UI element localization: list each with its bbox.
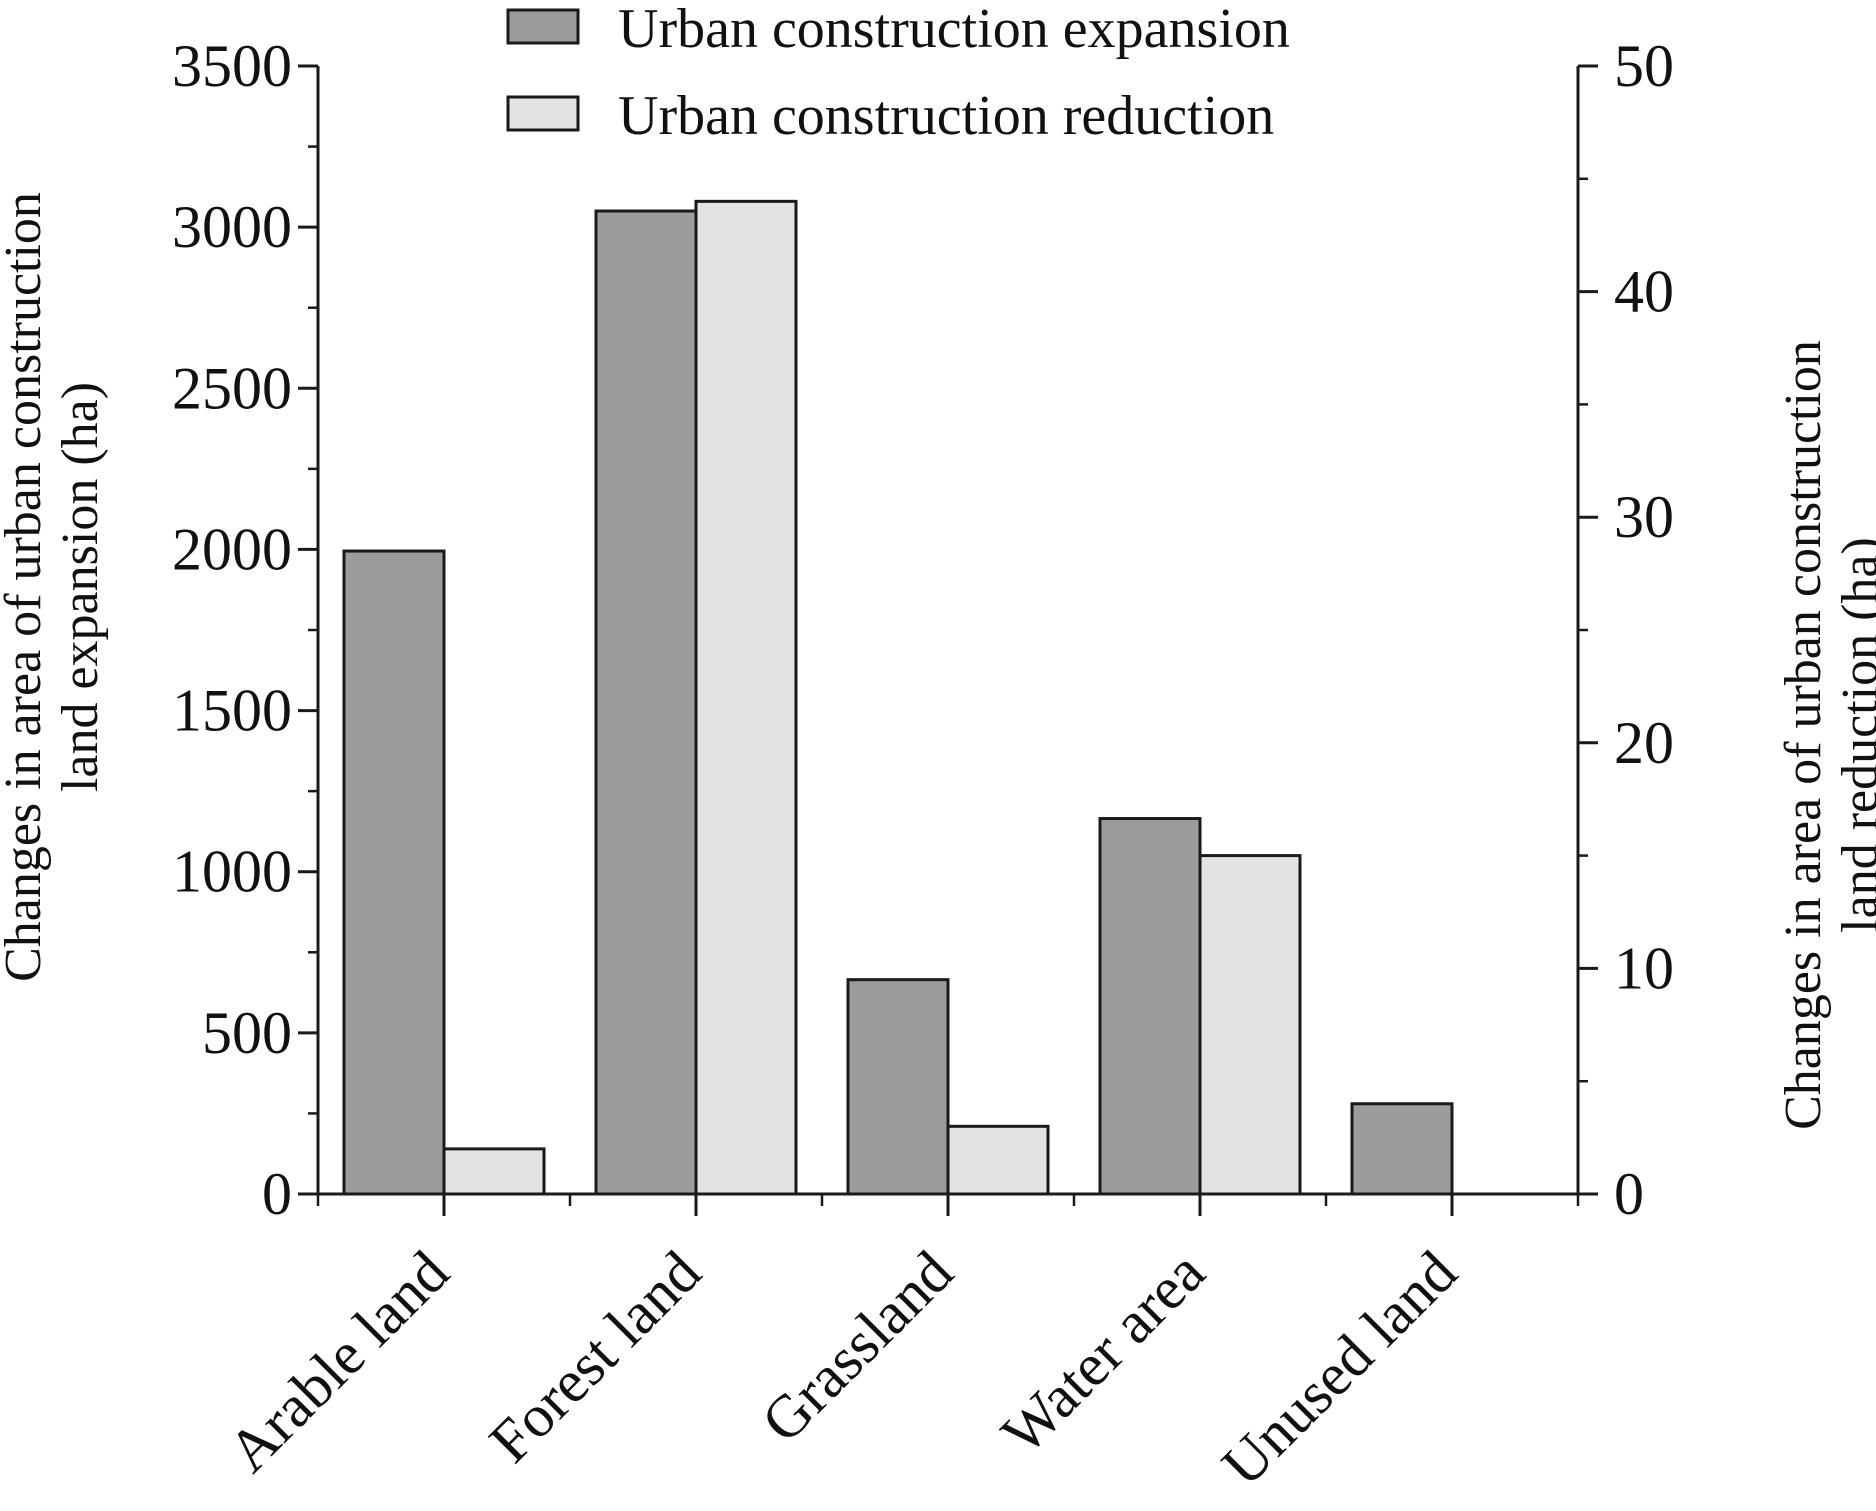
right-tick-label: 0 [1614, 1161, 1644, 1227]
bar-expansion [846, 978, 950, 1196]
tick-labels: 0 500 1000 1500 2000 2500 3000 3500 0 10 20 30 40 50 [172, 33, 1674, 1227]
category-label: Grassland [749, 1239, 965, 1455]
category-labels: Arable land Forest land Grassland Water are… [215, 1239, 1469, 1499]
bar-expansion [342, 549, 446, 1196]
right-axis-title-line2: land reduction (ha) [1832, 537, 1876, 933]
left-axis-title-line1: Changes in area of urban construction [0, 192, 52, 982]
legend-label-reduction: Urban construction reduction [618, 85, 1274, 147]
legend: Urban construction expansion Urban const… [506, 0, 1290, 147]
right-tick-label: 20 [1614, 710, 1674, 776]
left-axis-title-line2: land expansion (ha) [52, 382, 109, 792]
bar-reduction [1198, 854, 1302, 1196]
left-tick-label: 2000 [172, 516, 292, 582]
left-tick-label: 3000 [172, 194, 292, 260]
category-label: Forest land [477, 1239, 713, 1475]
legend-swatch-expansion [506, 8, 580, 45]
bars [342, 199, 1454, 1196]
bar-expansion [1350, 1102, 1454, 1196]
right-axis-title: Changes in area of urban construction la… [1775, 340, 1876, 1130]
left-tick-label: 1500 [172, 678, 292, 744]
category-label: Unused land [1209, 1239, 1469, 1499]
left-tick-label: 3500 [172, 33, 292, 99]
right-tick-label: 30 [1614, 484, 1674, 550]
bar-reduction [442, 1147, 546, 1196]
left-axis-title: Changes in area of urban construction la… [0, 192, 109, 982]
bar-reduction [694, 199, 798, 1196]
left-tick-label: 2500 [172, 355, 292, 421]
bar-reduction [946, 1124, 1050, 1196]
left-tick-label: 500 [202, 1000, 292, 1066]
right-tick-label: 10 [1614, 935, 1674, 1001]
legend-swatch-reduction [506, 95, 580, 132]
category-label: Water area [989, 1239, 1217, 1467]
bar-expansion [1098, 817, 1202, 1196]
category-label: Arable land [215, 1239, 461, 1485]
right-axis-title-line1: Changes in area of urban construction [1775, 340, 1832, 1130]
left-tick-label: 1000 [172, 839, 292, 905]
legend-label-expansion: Urban construction expansion [618, 0, 1290, 60]
bar-expansion [594, 209, 698, 1196]
left-tick-label: 0 [262, 1161, 292, 1227]
right-tick-label: 50 [1614, 33, 1674, 99]
right-tick-label: 40 [1614, 259, 1674, 325]
